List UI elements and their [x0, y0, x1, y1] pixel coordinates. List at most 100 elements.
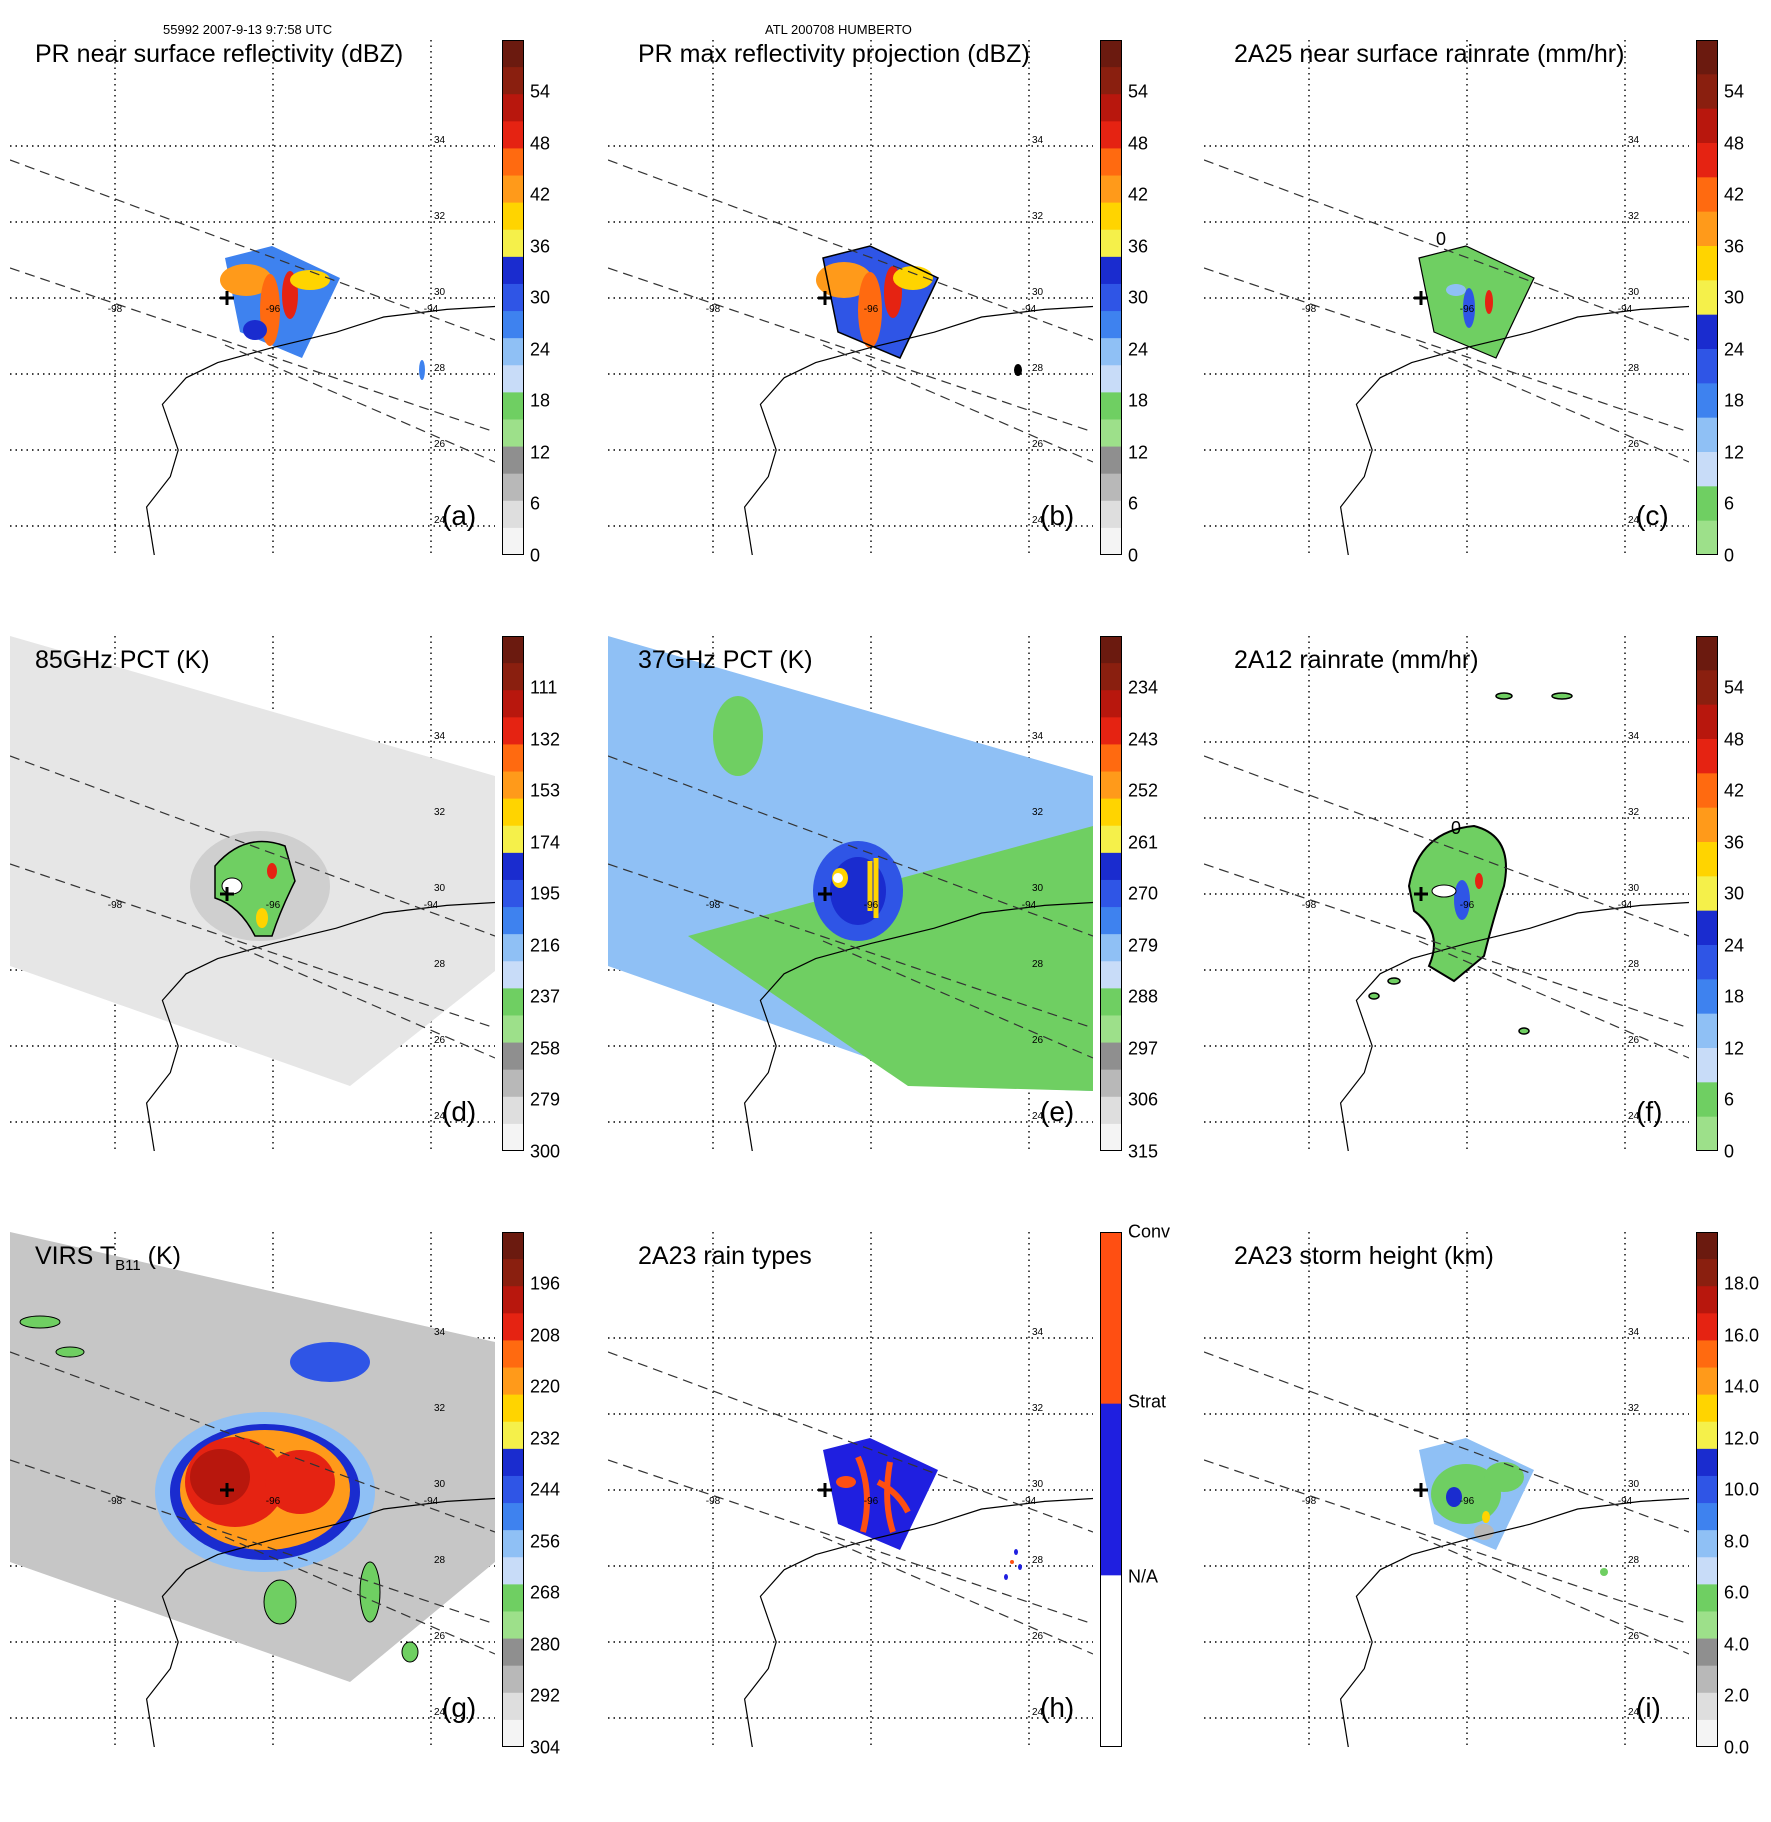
panel-label: (g)	[442, 1692, 477, 1723]
colorbar-segment	[1696, 1116, 1718, 1151]
colorbar-segment	[1100, 40, 1122, 68]
colorbar-segment	[1100, 338, 1122, 366]
colorbar-segment	[502, 94, 524, 122]
panel-d: -98-96-94-92-90-8834323028262485GHz PCT …	[10, 636, 600, 1226]
colorbar-segment	[1696, 74, 1718, 110]
colorbar-segment	[1100, 419, 1122, 448]
lat-label: 26	[1628, 1631, 1640, 1642]
colorbar-segment	[502, 365, 524, 393]
colorbar-tick: 304	[530, 1737, 561, 1757]
panel-title: PR near surface reflectivity (dBZ)	[35, 40, 404, 68]
colorbar-tick: 0	[1724, 1141, 1735, 1161]
colorbar-segment	[1696, 1584, 1718, 1612]
lon-label: -94	[1022, 1496, 1037, 1507]
colorbar-segment	[502, 663, 524, 691]
colorbar-tick: 6	[1724, 1089, 1735, 1110]
colorbar-segment	[1696, 1286, 1718, 1314]
colorbar-tick: 6	[1724, 493, 1735, 514]
colorbar-segment	[1100, 690, 1122, 718]
lat-label: 30	[1032, 1479, 1044, 1490]
colorbar-tick: 42	[1128, 184, 1149, 205]
colorbar-segment	[1696, 773, 1718, 809]
lat-label: 34	[434, 135, 446, 146]
lon-label: -98	[1302, 304, 1317, 315]
colorbar-tick: 153	[530, 780, 561, 801]
panel-label: (c)	[1636, 500, 1669, 531]
lat-label: 32	[1032, 1403, 1044, 1414]
colorbar-tick: 36	[530, 236, 551, 256]
colorbar-segment	[1696, 1394, 1718, 1423]
colorbar-tick: 24	[1128, 339, 1149, 359]
colorbar-tick: 12	[530, 442, 551, 462]
colorbar-segment	[502, 67, 524, 95]
colorbar-tick: 234	[1128, 677, 1159, 698]
lat-label: 26	[434, 1035, 446, 1046]
panel-title: VIRS TB11 (K)	[35, 1242, 181, 1274]
colorbar-segment	[1100, 392, 1122, 420]
colorbar-tick: 280	[530, 1634, 561, 1654]
colorbar-segment	[502, 1367, 524, 1396]
colorbar-segment	[502, 1123, 524, 1151]
colorbar-segment	[1100, 229, 1122, 258]
lat-label: 28	[1628, 1555, 1640, 1566]
storm-name-header: ATL 200708 HUMBERTO	[765, 22, 912, 37]
lat-label: 30	[1628, 883, 1640, 894]
lat-label: 26	[434, 439, 446, 450]
colorbar-segment	[1696, 910, 1718, 946]
lat-label: 30	[1628, 1479, 1640, 1490]
colorbar-segment	[1696, 383, 1718, 419]
colorbar-segment	[502, 446, 524, 475]
colorbar-segment	[502, 1584, 524, 1612]
colorbar-tick: 36	[1724, 236, 1745, 256]
colorbar-tick: 12	[1128, 442, 1149, 462]
colorbar-tick: 268	[530, 1582, 561, 1603]
colorbar-segment	[1696, 1313, 1718, 1341]
colorbar-segment	[1696, 1503, 1718, 1531]
colorbar	[1696, 636, 1718, 1151]
lon-label: -94	[1022, 900, 1037, 911]
colorbar	[1696, 40, 1718, 555]
colorbar-segment	[1696, 1082, 1718, 1118]
panel-label: (b)	[1040, 500, 1075, 531]
colorbar	[502, 1232, 524, 1747]
colorbar-tick: 252	[1128, 780, 1159, 801]
lon-label: -94	[1618, 900, 1633, 911]
colorbar	[1696, 1232, 1718, 1747]
colorbar-segment	[1696, 807, 1718, 843]
colorbar-segment	[502, 283, 524, 312]
lon-label: -96	[266, 1496, 281, 1507]
lon-label: -96	[864, 1496, 879, 1507]
panel-f: 0-98-96-94-92-90-883432302826242A12 rain…	[1204, 636, 1771, 1226]
colorbar-tick: 10.0	[1724, 1479, 1760, 1500]
colorbar-tick: 18	[1128, 390, 1149, 411]
lat-label: 32	[434, 1403, 446, 1414]
colorbar-segment	[502, 1665, 524, 1694]
colorbar-tick: 54	[1724, 677, 1745, 698]
colorbar	[502, 636, 524, 1151]
colorbar-tick: 8.0	[1724, 1531, 1750, 1551]
lat-label: 32	[434, 211, 446, 222]
colorbar-segment	[1696, 1638, 1718, 1667]
panel-g: -98-96-94-92-90-88343230282624VIRS TB11 …	[10, 1232, 600, 1822]
colorbar-segment	[502, 256, 524, 285]
colorbar-tick: 48	[530, 133, 551, 153]
lat-label: 34	[434, 731, 446, 742]
lon-label: -98	[706, 900, 721, 911]
lat-label: 24	[1628, 1111, 1640, 1122]
colorbar-segment	[502, 771, 524, 800]
colorbar-segment	[1100, 1096, 1122, 1125]
colorbar-segment	[502, 1448, 524, 1477]
lat-label: 28	[434, 959, 446, 970]
colorbar-segment	[1696, 211, 1718, 247]
lat-label: 24	[1032, 1111, 1044, 1122]
colorbar-segment	[502, 1421, 524, 1450]
panel-title: 2A23 rain types	[638, 1242, 812, 1270]
colorbar-segment	[1696, 739, 1718, 774]
colorbar-segment	[502, 1394, 524, 1423]
colorbar-tick: 243	[1128, 729, 1159, 749]
lon-label: -98	[1302, 1496, 1317, 1507]
colorbar-segment	[502, 1638, 524, 1667]
colorbar-tick: 0	[530, 545, 541, 565]
colorbar-segment	[1696, 670, 1718, 706]
colorbar-tick: 237	[530, 986, 561, 1007]
